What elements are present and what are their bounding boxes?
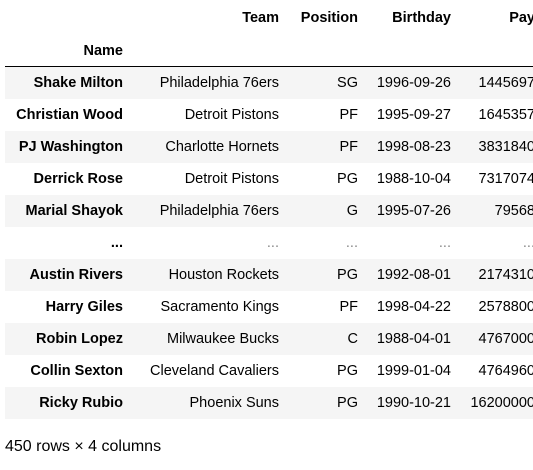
cell-pay: 3831840: [478, 138, 533, 155]
cell-team: Detroit Pistons: [184, 170, 279, 187]
cell-team: Sacramento Kings: [160, 298, 279, 315]
cell-birthday: 1990-10-21: [376, 394, 451, 411]
dataframe-output: Team Position Birthday Pay Name Shake Mi…: [5, 0, 533, 419]
cell-birthday: 1995-07-26: [376, 202, 451, 219]
cell-team: Detroit Pistons: [184, 106, 279, 123]
cell-pay: 4767000: [478, 330, 533, 347]
dataframe-table: Team Position Birthday Pay Name Shake Mi…: [5, 0, 533, 419]
row-name: ...: [110, 234, 123, 251]
cell-pay: 1445697: [478, 74, 533, 91]
table-row: Shake Milton Philadelphia 76ers SG 1996-09-…: [5, 66, 533, 99]
cell-team: Philadelphia 76ers: [159, 74, 279, 91]
table-row: Ricky Rubio Phoenix Suns PG 1990-10-21 16200…: [5, 386, 533, 419]
cell-team: Cleveland Cavaliers: [150, 362, 279, 379]
table-row: Christian Wood Detroit Pistons PF 1995-09-2…: [5, 98, 533, 131]
cell-position: PF: [339, 106, 358, 123]
cell-pay: 16200000: [470, 394, 533, 411]
cell-position: PF: [339, 298, 358, 315]
cell-position: ...: [345, 234, 358, 251]
index-name-row: Name: [5, 36, 533, 67]
index-name-header: Name: [83, 43, 124, 59]
column-header-birthday: Birthday: [392, 10, 451, 26]
cell-birthday: 1995-09-27: [376, 106, 451, 123]
cell-pay: 1645357: [478, 106, 533, 123]
cell-pay: 2174310: [478, 266, 533, 283]
cell-position: PF: [339, 138, 358, 155]
index-corner-cell: [5, 0, 131, 36]
cell-birthday: 1999-01-04: [376, 362, 451, 379]
column-header-pay: Pay: [509, 10, 533, 26]
cell-pay: 2578800: [478, 298, 533, 315]
cell-birthday: 1988-10-04: [376, 170, 451, 187]
cell-team: ...: [266, 234, 279, 251]
row-name: Shake Milton: [33, 74, 123, 91]
cell-team: Charlotte Hornets: [165, 138, 279, 155]
column-header-team: Team: [242, 10, 279, 26]
table-body: Shake Milton Philadelphia 76ers SG 1996-09-…: [5, 66, 533, 419]
table-row: Austin Rivers Houston Rockets PG 1992-08-01…: [5, 258, 533, 291]
row-name: PJ Washington: [18, 138, 123, 155]
row-name: Robin Lopez: [36, 330, 123, 347]
cell-pay: 7317074: [478, 170, 533, 187]
table-row: Robin Lopez Milwaukee Bucks C 1988-04-01 476…: [5, 322, 533, 355]
cell-team: Houston Rockets: [168, 266, 279, 283]
row-name: Harry Giles: [45, 298, 123, 315]
cell-position: PG: [337, 394, 358, 411]
table-row: Collin Sexton Cleveland Cavaliers PG 1999-0…: [5, 354, 533, 387]
cell-pay: 4764960: [478, 362, 533, 379]
cell-team: Milwaukee Bucks: [166, 330, 279, 347]
cell-position: G: [346, 202, 358, 219]
cell-birthday: 1988-04-01: [376, 330, 451, 347]
cell-birthday: ...: [438, 234, 451, 251]
cell-birthday: 1998-04-22: [376, 298, 451, 315]
cell-birthday: 1996-09-26: [376, 74, 451, 91]
cell-birthday: 1998-08-23: [376, 138, 451, 155]
cell-team: Phoenix Suns: [189, 394, 279, 411]
table-row: PJ Washington Charlotte Hornets PF 1998-08-…: [5, 130, 533, 163]
row-name: Marial Shayok: [25, 202, 123, 219]
cell-pay: ...: [522, 234, 533, 251]
row-name: Christian Wood: [16, 106, 123, 123]
table-row: Harry Giles Sacramento Kings PF 1998-04-22 2…: [5, 290, 533, 323]
cell-position: PG: [337, 266, 358, 283]
row-name: Austin Rivers: [29, 266, 123, 283]
table-header: Team Position Birthday Pay Name: [5, 0, 533, 67]
column-header-row: Team Position Birthday Pay: [5, 0, 533, 36]
cell-team: Philadelphia 76ers: [159, 202, 279, 219]
row-name: Derrick Rose: [33, 170, 123, 187]
cell-pay: 79568: [494, 202, 533, 219]
row-name: Collin Sexton: [30, 362, 123, 379]
column-header-position: Position: [300, 10, 358, 26]
cell-position: C: [347, 330, 358, 347]
cell-position: PG: [337, 362, 358, 379]
cell-position: PG: [337, 170, 358, 187]
row-count-footer: 450 rows × 4 columns: [5, 438, 162, 455]
table-row: Marial Shayok Philadelphia 76ers G 1995-07-…: [5, 194, 533, 227]
ellipsis-row: ...............: [5, 226, 533, 259]
cell-position: SG: [337, 74, 358, 91]
row-name: Ricky Rubio: [39, 394, 123, 411]
cell-birthday: 1992-08-01: [376, 266, 451, 283]
table-row: Derrick Rose Detroit Pistons PG 1988-10-04 7…: [5, 162, 533, 195]
